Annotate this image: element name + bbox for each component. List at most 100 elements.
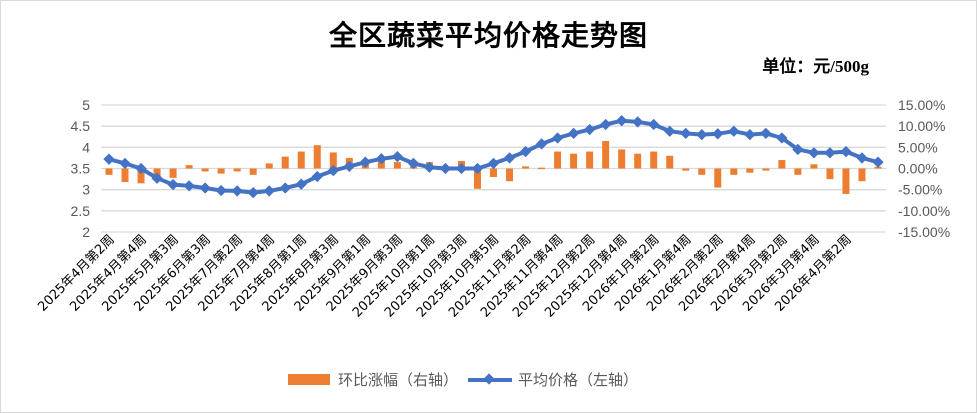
line-marker xyxy=(616,115,628,127)
legend-bar-swatch xyxy=(288,374,330,385)
bar-mom-change xyxy=(666,155,674,169)
line-marker xyxy=(455,162,468,175)
bar-mom-change xyxy=(121,168,129,183)
line-marker xyxy=(824,147,836,159)
bar-mom-change xyxy=(313,145,321,169)
bar-mom-change xyxy=(714,168,722,188)
bar-mom-change xyxy=(634,153,642,169)
legend: 环比涨幅（右轴） 平均价格（左轴） xyxy=(288,369,638,390)
line-marker xyxy=(760,127,772,140)
left-axis-tick: 3.5 xyxy=(71,161,91,177)
bar-mom-change xyxy=(602,140,610,169)
bar-mom-change xyxy=(762,168,770,171)
line-marker xyxy=(327,164,339,177)
line-marker xyxy=(487,157,500,170)
bar-mom-change xyxy=(650,151,658,169)
line-marker xyxy=(311,170,323,183)
bar-mom-change xyxy=(233,168,241,172)
line-marker xyxy=(567,127,580,140)
bar-mom-change xyxy=(297,151,305,169)
left-axis-tick: 2.5 xyxy=(71,203,91,219)
right-axis-tick: -10.00% xyxy=(898,203,950,219)
bar-mom-change xyxy=(794,168,802,175)
bar-mom-change xyxy=(538,167,546,170)
bar-mom-change xyxy=(393,162,401,169)
bar-mom-change xyxy=(249,168,257,175)
left-axis-tick: 3 xyxy=(82,182,90,198)
line-marker xyxy=(792,143,804,156)
bar-mom-change xyxy=(201,168,209,172)
bar-mom-change xyxy=(506,168,514,182)
legend-bar-label: 环比涨幅（右轴） xyxy=(338,372,459,389)
line-marker xyxy=(215,184,227,197)
line-marker xyxy=(535,138,548,150)
line-marker xyxy=(231,185,243,197)
line-marker xyxy=(135,162,147,175)
right-axis-tick: 0.00% xyxy=(898,161,938,177)
line-marker xyxy=(103,153,115,165)
left-axis-tick: 4.5 xyxy=(71,118,91,134)
bar-mom-change xyxy=(618,149,626,169)
bar-mom-change xyxy=(730,168,738,175)
line-marker xyxy=(503,152,516,164)
right-axis-tick: -15.00% xyxy=(898,224,950,240)
right-axis-tick: 15.00% xyxy=(898,97,945,113)
left-axis-tick: 5 xyxy=(82,97,90,113)
bar-mom-change xyxy=(810,164,818,169)
right-axis-tick: 10.00% xyxy=(898,118,945,134)
line-marker xyxy=(279,182,291,194)
line-marker xyxy=(391,150,404,163)
legend-line-label: 平均价格（左轴） xyxy=(518,372,639,389)
line-marker xyxy=(375,153,388,165)
line-marker xyxy=(359,156,371,168)
bar-mom-change xyxy=(185,165,193,169)
bar-mom-change xyxy=(522,166,530,169)
bar-mom-change xyxy=(826,168,834,180)
line-marker xyxy=(295,178,307,190)
unit-label: 单位：元/500g xyxy=(762,57,869,76)
line-marker xyxy=(471,162,484,175)
bar-mom-change xyxy=(586,151,594,169)
line-marker xyxy=(439,162,452,175)
bar-mom-change xyxy=(137,168,145,184)
line-marker xyxy=(680,127,692,140)
line-marker xyxy=(599,118,612,131)
bar-mom-change xyxy=(329,152,337,169)
line-marker xyxy=(551,132,564,144)
right-axis-tick: 5.00% xyxy=(898,139,938,155)
right-axis-tick: -5.00% xyxy=(898,182,942,198)
left-axis-tick: 4 xyxy=(82,139,90,155)
line-marker xyxy=(407,157,420,170)
line-marker xyxy=(648,118,660,131)
bar-mom-change xyxy=(746,168,754,173)
line-marker xyxy=(519,145,532,158)
line-marker xyxy=(712,128,724,140)
line-marker xyxy=(776,132,788,144)
bar-mom-change xyxy=(682,168,690,171)
line-marker xyxy=(247,186,259,199)
bar-mom-change xyxy=(842,168,850,194)
line-marker xyxy=(183,180,195,192)
line-marker xyxy=(343,160,355,173)
line-marker xyxy=(840,145,852,158)
line-marker xyxy=(151,172,163,184)
line-marker xyxy=(664,125,676,137)
line-marker xyxy=(119,157,131,170)
bar-mom-change xyxy=(265,163,273,169)
bar-mom-change xyxy=(169,168,177,178)
line-marker xyxy=(856,152,868,164)
line-marker xyxy=(423,161,436,173)
legend-line-swatch xyxy=(468,377,513,382)
chart-title: 全区蔬菜平均价格走势图 xyxy=(328,21,648,52)
line-marker xyxy=(167,178,179,191)
bar-mom-change xyxy=(217,168,225,174)
line-marker xyxy=(728,125,740,137)
bar-mom-change xyxy=(570,153,578,169)
bar-mom-change xyxy=(490,168,497,177)
line-marker xyxy=(696,128,708,141)
left-axis-tick: 2 xyxy=(82,224,90,240)
bar-mom-change xyxy=(698,168,706,175)
bar-mom-change xyxy=(281,156,289,169)
